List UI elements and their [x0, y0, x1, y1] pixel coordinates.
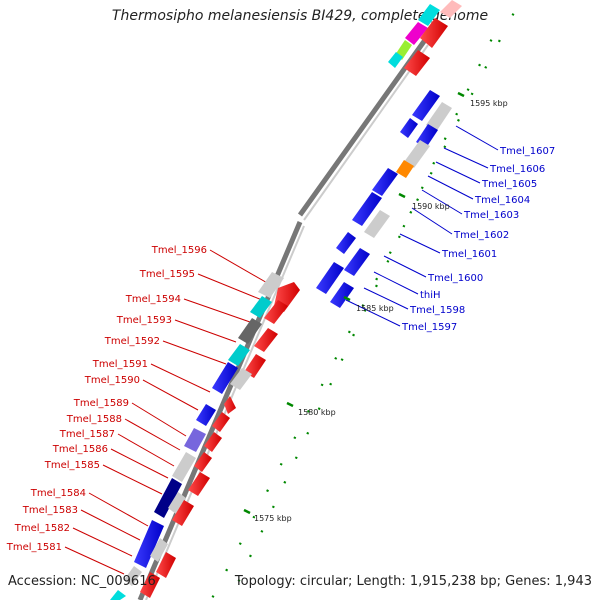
gene-label-left[interactable]: Tmel_1592 [104, 336, 160, 347]
gene-block[interactable] [404, 140, 430, 168]
gene-label-left[interactable]: Tmel_1594 [125, 294, 181, 305]
gene-block[interactable] [134, 520, 164, 568]
backbone-upper [297, 38, 429, 221]
gene-block[interactable] [396, 160, 414, 178]
scale-tick-label: 1580 kbp [298, 408, 336, 417]
gene-block[interactable] [405, 22, 428, 45]
scale-ticks: 1575 kbp 1580 kbp 1585 kbp 1590 kbp 1595 kbp [243, 91, 508, 523]
gene-label-left[interactable]: Tmel_1587 [59, 429, 115, 440]
gene-block[interactable] [212, 362, 238, 394]
outer-tick-track [211, 13, 515, 598]
gene-label-left[interactable]: Tmel_1593 [116, 315, 172, 326]
gene-label-right[interactable]: Tmel_1603 [463, 210, 519, 221]
gene-block[interactable] [124, 566, 142, 586]
scale-tick-label: 1575 kbp [254, 514, 292, 523]
gene-track [110, 0, 462, 600]
gene-block[interactable] [212, 412, 230, 432]
gene-block[interactable] [228, 344, 250, 366]
gene-label-left[interactable]: Tmel_1583 [22, 505, 78, 516]
accession-text: Accession: NC_009616 [8, 574, 156, 589]
gene-block[interactable] [258, 272, 284, 298]
gene-label-left[interactable]: Tmel_1582 [14, 523, 70, 534]
scale-tick-label: 1595 kbp [470, 99, 508, 108]
label-leader-lines [64, 125, 499, 575]
gene-label-right[interactable]: Tmel_1598 [409, 305, 465, 316]
gene-label-right[interactable]: Tmel_1600 [427, 273, 483, 284]
gene-label-right[interactable]: thiH [420, 290, 441, 301]
gene-block[interactable] [404, 50, 430, 76]
gene-label-left[interactable]: Tmel_1584 [30, 488, 86, 499]
gene-label-right[interactable]: Tmel_1604 [474, 195, 530, 206]
gene-block[interactable] [168, 492, 186, 514]
gene-block[interactable] [264, 300, 288, 324]
gene-block[interactable] [316, 262, 344, 294]
gene-block[interactable] [250, 296, 272, 318]
gene-label-left[interactable]: Tmel_1590 [84, 375, 140, 386]
gene-block[interactable] [330, 282, 354, 308]
left-gene-labels: Tmel_1596 Tmel_1595 Tmel_1594 Tmel_1593 Tmel… [6, 245, 207, 553]
gene-label-left[interactable]: Tmel_1586 [52, 444, 108, 455]
gene-block[interactable] [344, 248, 370, 276]
gene-label-right[interactable]: Tmel_1607 [499, 146, 555, 157]
gene-block[interactable] [238, 318, 262, 344]
gene-label-right[interactable]: Tmel_1606 [489, 164, 545, 175]
gene-block[interactable] [336, 232, 356, 254]
gene-label-left[interactable]: Tmel_1596 [151, 245, 207, 256]
gene-label-right[interactable]: Tmel_1602 [453, 230, 509, 241]
gene-label-left[interactable]: Tmel_1591 [92, 359, 148, 370]
gene-label-left[interactable]: Tmel_1588 [66, 414, 122, 425]
gene-block[interactable] [364, 210, 390, 238]
gene-block[interactable] [426, 102, 452, 132]
gene-block[interactable] [196, 404, 216, 426]
gene-block[interactable] [420, 18, 448, 48]
gene-block[interactable] [418, 4, 440, 26]
gene-label-left[interactable]: Tmel_1581 [6, 542, 62, 553]
gene-block[interactable] [230, 368, 252, 390]
gene-label-right[interactable]: Tmel_1597 [401, 322, 457, 333]
right-gene-labels: Tmel_1607 Tmel_1606 Tmel_1605 Tmel_1604 Tmel… [401, 146, 555, 333]
gene-block[interactable] [154, 478, 182, 518]
map-title: Thermosipho melanesiensis BI429, complet… [111, 8, 489, 24]
gene-block[interactable] [194, 452, 212, 472]
gene-block[interactable] [188, 472, 210, 496]
gene-block[interactable] [172, 452, 196, 482]
gene-label-left[interactable]: Tmel_1589 [73, 398, 129, 409]
gene-block[interactable] [254, 328, 278, 352]
gene-block[interactable] [150, 538, 168, 562]
gene-block[interactable] [352, 192, 382, 226]
gene-block[interactable] [184, 428, 206, 452]
topology-text: Topology: circular; Length: 1,915,238 bp… [234, 574, 592, 589]
gene-block[interactable] [388, 52, 403, 68]
scale-tick-label: 1585 kbp [356, 304, 394, 313]
gene-block[interactable] [440, 0, 462, 18]
gene-block[interactable] [372, 168, 398, 196]
gene-block[interactable] [110, 590, 126, 600]
gene-block[interactable] [140, 572, 160, 598]
gene-label-right[interactable]: Tmel_1605 [481, 179, 537, 190]
gene-label-left[interactable]: Tmel_1585 [44, 460, 100, 471]
gene-block[interactable] [412, 90, 440, 121]
gene-block[interactable] [400, 118, 418, 138]
gene-block[interactable] [172, 500, 194, 526]
gene-block[interactable] [204, 432, 222, 452]
gene-block[interactable] [224, 396, 236, 414]
gene-label-left[interactable]: Tmel_1595 [139, 269, 195, 280]
gene-block[interactable] [244, 354, 266, 378]
scale-tick-label: 1590 kbp [412, 202, 450, 211]
gene-block[interactable] [156, 552, 176, 578]
gene-label-right[interactable]: Tmel_1601 [441, 249, 497, 260]
